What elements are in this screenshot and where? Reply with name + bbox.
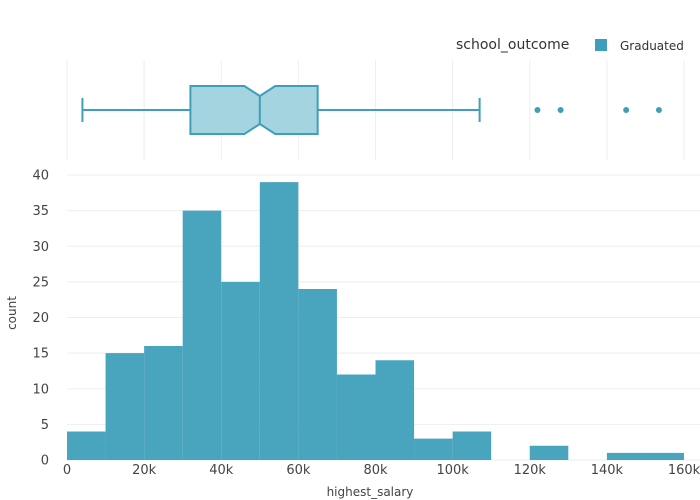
histogram-bar[interactable]	[414, 438, 453, 460]
x-tick-label: 20k	[132, 463, 157, 478]
histogram-bar[interactable]	[67, 431, 106, 461]
histogram-bar[interactable]	[606, 452, 646, 460]
histogram-bar[interactable]	[105, 353, 145, 460]
y-tick-label: 30	[32, 240, 49, 255]
histogram-bar[interactable]	[529, 445, 569, 460]
histogram-bar[interactable]	[259, 182, 299, 460]
y-tick-label: 5	[41, 418, 49, 433]
box-body[interactable]	[189, 85, 319, 135]
histogram-bar[interactable]	[221, 281, 260, 460]
y-axis-tick-labels: 0 5 10 15 20 25 30 35 40	[32, 169, 49, 469]
y-tick-label: 15	[32, 347, 49, 362]
histogram-bar[interactable]	[452, 431, 492, 461]
box-outlier-point[interactable]	[557, 107, 564, 113]
y-tick-label: 20	[32, 311, 49, 326]
y-axis-title: count	[5, 296, 19, 330]
histogram-bar[interactable]	[645, 452, 684, 460]
histogram-bar[interactable]	[336, 374, 376, 461]
x-tick-label: 80k	[363, 463, 388, 478]
y-tick-label: 0	[41, 454, 49, 469]
x-tick-label: 120k	[514, 463, 547, 478]
y-tick-label: 25	[32, 275, 49, 290]
legend: school_outcome Graduated	[456, 37, 684, 53]
y-tick-label: 40	[32, 169, 49, 184]
x-tick-label: 100k	[436, 463, 469, 478]
box-outlier-point[interactable]	[623, 107, 630, 113]
x-tick-label: 160k	[668, 463, 700, 478]
x-tick-label: 60k	[286, 463, 311, 478]
box-outlier-point[interactable]	[534, 107, 541, 113]
boxplot	[81, 85, 662, 135]
x-tick-label: 40k	[209, 463, 234, 478]
x-axis-title: highest_salary	[327, 485, 414, 499]
box-outlier-point[interactable]	[655, 107, 662, 113]
histogram-bar[interactable]	[144, 346, 183, 460]
legend-label-graduated[interactable]: Graduated	[620, 39, 684, 53]
x-tick-label: 0	[63, 463, 71, 478]
y-tick-label: 10	[32, 382, 49, 397]
histogram-bars	[67, 182, 684, 460]
histogram-bar[interactable]	[182, 210, 222, 460]
legend-title: school_outcome	[456, 37, 569, 53]
x-axis-tick-labels: 0 20k 40k 60k 80k 100k 120k 140k 160k	[63, 463, 700, 478]
histogram-bar[interactable]	[375, 360, 415, 460]
y-tick-label: 35	[32, 204, 49, 219]
legend-swatch-graduated[interactable]	[595, 39, 607, 51]
histogram-bar[interactable]	[298, 289, 337, 460]
x-tick-label: 140k	[591, 463, 624, 478]
